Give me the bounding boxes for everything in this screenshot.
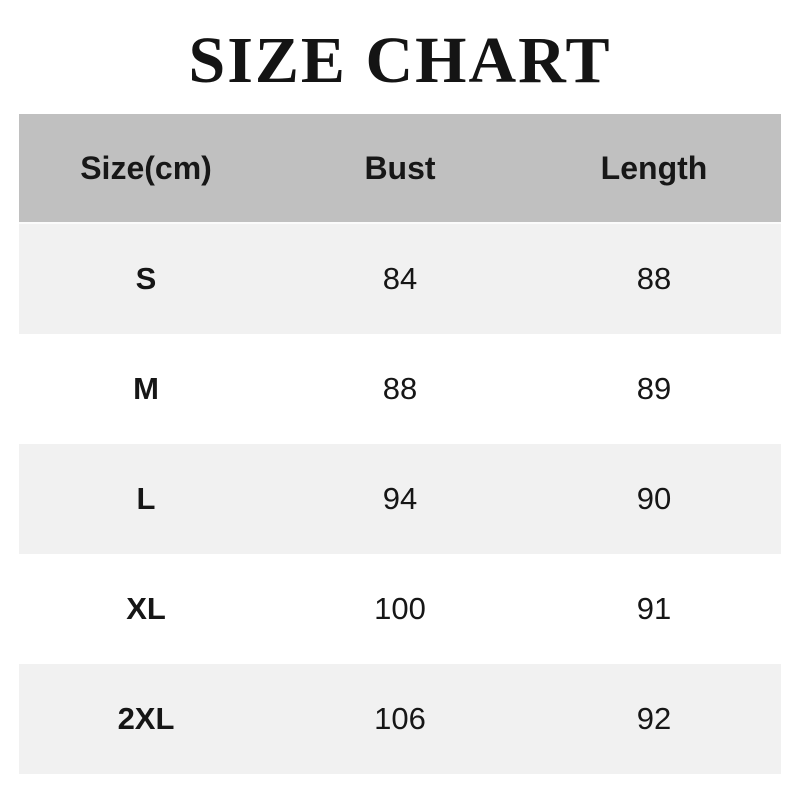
size-cell: M — [133, 371, 159, 406]
length-cell: 91 — [636, 591, 672, 626]
length-cell: 88 — [636, 261, 672, 296]
column-header-length: Length — [600, 149, 708, 186]
table-row: 2XL 106 92 — [19, 664, 781, 774]
table-row: XL 100 91 — [19, 554, 781, 664]
length-cell: 89 — [636, 371, 672, 406]
page-title: SIZE CHART — [188, 24, 612, 97]
table-header-row: Size(cm) Bust Length — [19, 114, 781, 224]
table-row: L 94 90 — [19, 444, 781, 554]
column-header-size: Size(cm) — [80, 149, 212, 186]
bust-cell: 106 — [374, 701, 426, 736]
size-cell: S — [135, 261, 157, 296]
size-cell: 2XL — [117, 701, 175, 736]
bust-cell: 100 — [374, 591, 426, 626]
bust-cell: 88 — [382, 371, 418, 406]
length-cell: 90 — [636, 481, 672, 516]
bust-cell: 84 — [382, 261, 418, 296]
length-cell: 92 — [636, 701, 672, 736]
size-cell: XL — [126, 591, 166, 626]
column-header-bust: Bust — [364, 149, 436, 186]
table-row: M 88 89 — [19, 334, 781, 444]
table-body: S 84 88 M 88 89 L 94 90 XL 100 91 2XL 106 92 — [19, 224, 781, 774]
size-cell: L — [136, 481, 156, 516]
size-table: Size(cm) Bust Length S 84 88 M 88 89 L 94 90 XL 10… — [19, 114, 781, 774]
table-row: S 84 88 — [19, 224, 781, 334]
bust-cell: 94 — [382, 481, 418, 516]
